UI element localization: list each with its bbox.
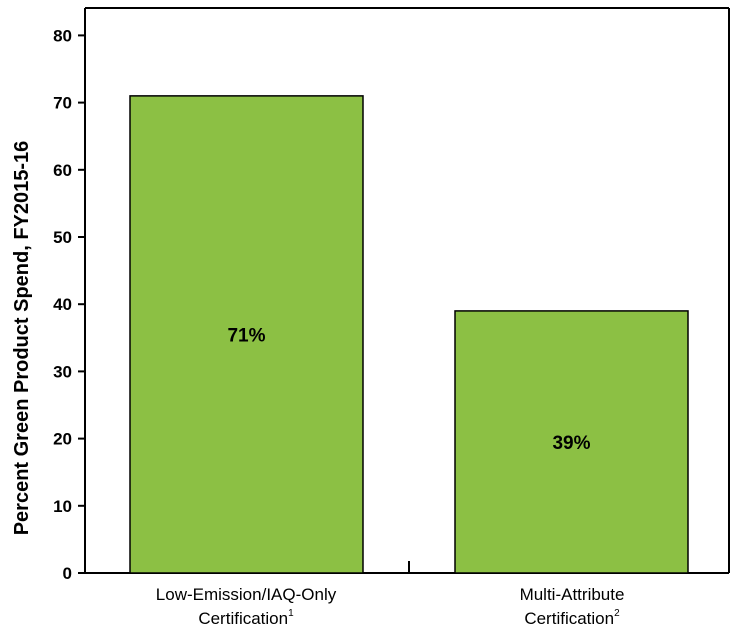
bar [129,95,364,574]
x-axis-labels: Low-Emission/IAQ-OnlyCertification1Multi… [156,585,625,628]
data-label: 71% [227,325,265,346]
footnote-marker: 2 [614,608,620,619]
x-category-label-line2: Certification2 [524,608,620,628]
x-category-label-line2: Certification1 [198,608,294,628]
y-tick-label: 70 [53,94,72,113]
bar [454,310,689,574]
y-tick-label: 20 [53,430,72,449]
x-category-label-text: Certification [524,609,614,628]
x-category-label-text: Certification [198,609,288,628]
footnote-marker: 1 [288,608,294,619]
y-tick-label: 50 [53,228,72,247]
x-category-label-line1: Multi-Attribute [520,585,625,604]
y-tick-label: 80 [53,26,72,45]
x-category-label-line1: Low-Emission/IAQ-Only [156,585,337,604]
y-tick-label: 10 [53,497,72,516]
y-axis-ticks: 0 10 20 30 40 50 60 70 80 [53,26,85,583]
data-labels: 71% 39% [227,325,590,454]
y-tick-label: 60 [53,161,72,180]
bars [129,95,689,574]
y-tick-label: 30 [53,362,72,381]
y-tick-label: 0 [63,564,72,583]
y-axis-title: Percent Green Product Spend, FY2015-16 [11,141,33,536]
y-tick-label: 40 [53,295,72,314]
data-label: 39% [552,433,590,454]
